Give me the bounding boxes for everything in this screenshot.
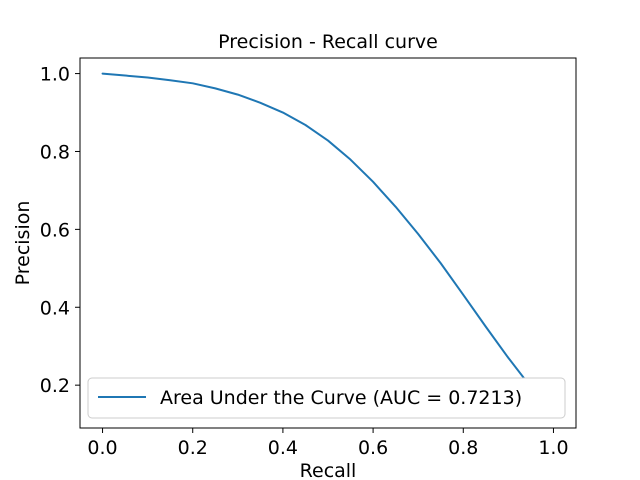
- y-tick-label: 0.8: [40, 141, 70, 163]
- y-tick-label: 1.0: [40, 64, 70, 86]
- legend-entry-label: Area Under the Curve (AUC = 0.7213): [160, 387, 522, 409]
- y-tick-label: 0.4: [40, 297, 70, 319]
- x-tick-label: 1.0: [538, 437, 568, 459]
- chart-title: Precision - Recall curve: [218, 31, 438, 53]
- y-axis-label: Precision: [12, 201, 34, 286]
- x-tick-label: 0.4: [268, 437, 298, 459]
- precision-recall-series-line: [101, 72, 555, 416]
- plot-area: [79, 57, 577, 429]
- y-tick-label: 0.6: [40, 219, 70, 241]
- legend: Area Under the Curve (AUC = 0.7213): [87, 377, 566, 419]
- curve-layer: [101, 72, 555, 416]
- x-tick-label: 0.0: [87, 437, 117, 459]
- x-tick-label: 0.8: [448, 437, 478, 459]
- x-axis-label: Recall: [300, 460, 357, 480]
- x-tick-label: 0.6: [358, 437, 388, 459]
- x-tick-label: 0.2: [178, 437, 208, 459]
- x-axis-ticks: 0.0 0.2 0.4 0.6 0.8 1.0: [87, 428, 569, 459]
- y-axis-ticks: 0.2 0.4 0.6 0.8 1.0: [40, 64, 80, 397]
- y-tick-label: 0.2: [40, 375, 70, 397]
- legend-box: [87, 377, 566, 419]
